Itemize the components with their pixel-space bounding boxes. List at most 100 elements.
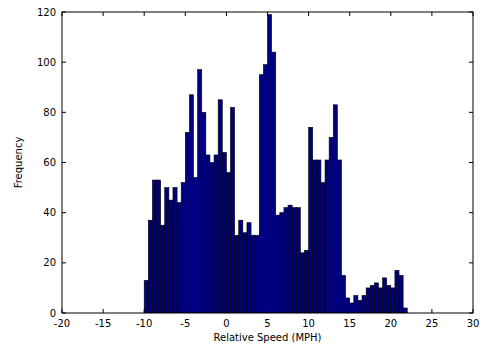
bar — [321, 183, 325, 313]
bar — [222, 152, 226, 313]
y-axis-label: Frequency — [13, 137, 24, 189]
x-tick-top — [349, 12, 350, 16]
y-tick-label: 80 — [43, 107, 56, 118]
y-tick — [62, 313, 66, 314]
bar — [337, 160, 341, 313]
y-tick-label: 60 — [43, 157, 56, 168]
x-tick-label: 20 — [384, 318, 397, 329]
x-tick-top — [390, 12, 391, 16]
y-tick — [62, 112, 66, 113]
x-tick-label: -15 — [95, 318, 111, 329]
x-tick-top — [431, 12, 432, 16]
bar — [165, 188, 169, 313]
x-tick-top — [308, 12, 309, 16]
bar — [304, 250, 308, 313]
bar — [325, 160, 329, 313]
x-tick-top — [62, 12, 63, 16]
bar — [210, 163, 214, 314]
y-tick — [62, 262, 66, 263]
x-tick-top — [185, 12, 186, 16]
plot-background — [62, 12, 473, 313]
bar — [226, 173, 230, 313]
x-tick-label: 10 — [302, 318, 315, 329]
bar — [239, 220, 243, 313]
bars — [144, 15, 407, 313]
bar — [296, 208, 300, 313]
x-tick — [103, 309, 104, 313]
bar — [329, 137, 333, 313]
x-tick-top — [226, 12, 227, 16]
y-tick — [62, 212, 66, 213]
bar — [280, 213, 284, 313]
y-tick-label: 100 — [37, 57, 56, 68]
bar — [403, 308, 407, 313]
x-tick — [144, 309, 145, 313]
y-tick — [62, 162, 66, 163]
bar — [263, 65, 267, 313]
y-tick-right — [469, 162, 473, 163]
axes-frame — [62, 12, 473, 313]
bar — [144, 280, 148, 313]
x-tick — [308, 309, 309, 313]
bar — [370, 285, 374, 313]
y-tick-label: 0 — [50, 308, 56, 319]
bar — [300, 253, 304, 313]
bar — [346, 298, 350, 313]
y-tick — [62, 12, 66, 13]
x-tick-top — [103, 12, 104, 16]
bar — [218, 100, 222, 313]
bar — [395, 270, 399, 313]
x-tick — [473, 309, 474, 313]
bar — [235, 235, 239, 313]
y-tick-right — [469, 313, 473, 314]
bar — [288, 205, 292, 313]
bar — [243, 233, 247, 313]
bar — [350, 303, 354, 313]
bar — [173, 188, 177, 313]
bar — [169, 200, 173, 313]
bar — [251, 235, 255, 313]
bar — [214, 155, 218, 313]
x-tick-label: 25 — [426, 318, 439, 329]
bar — [272, 52, 276, 313]
bar — [399, 275, 403, 313]
bar — [391, 288, 395, 313]
bar — [354, 295, 358, 313]
y-tick-right — [469, 262, 473, 263]
bar — [387, 285, 391, 313]
bar — [366, 288, 370, 313]
x-tick — [267, 309, 268, 313]
x-tick-label: 0 — [223, 318, 229, 329]
bar — [148, 220, 152, 313]
bar — [152, 180, 156, 313]
bar — [374, 283, 378, 313]
bar — [313, 160, 317, 313]
bar — [362, 295, 366, 313]
bar — [247, 223, 251, 313]
y-tick-right — [469, 62, 473, 63]
bar — [259, 75, 263, 313]
x-tick — [349, 309, 350, 313]
bar — [177, 203, 181, 313]
y-tick-right — [469, 112, 473, 113]
bar — [341, 275, 345, 313]
x-tick — [62, 309, 63, 313]
bar — [292, 208, 296, 313]
x-tick-top — [267, 12, 268, 16]
bar — [284, 208, 288, 313]
chart: -20-15-10-5051015202530020406080100120Re… — [0, 0, 487, 347]
bar — [378, 288, 382, 313]
bar — [358, 300, 362, 313]
bar — [161, 225, 165, 313]
bar — [231, 107, 235, 313]
x-tick — [185, 309, 186, 313]
x-tick-label: -5 — [180, 318, 190, 329]
bar — [268, 15, 272, 313]
x-tick-label: 15 — [343, 318, 356, 329]
x-tick — [390, 309, 391, 313]
y-tick-label: 120 — [37, 7, 56, 18]
bar — [157, 180, 161, 313]
x-tick-label: 5 — [264, 318, 270, 329]
y-tick-label: 40 — [43, 207, 56, 218]
bar — [317, 160, 321, 313]
